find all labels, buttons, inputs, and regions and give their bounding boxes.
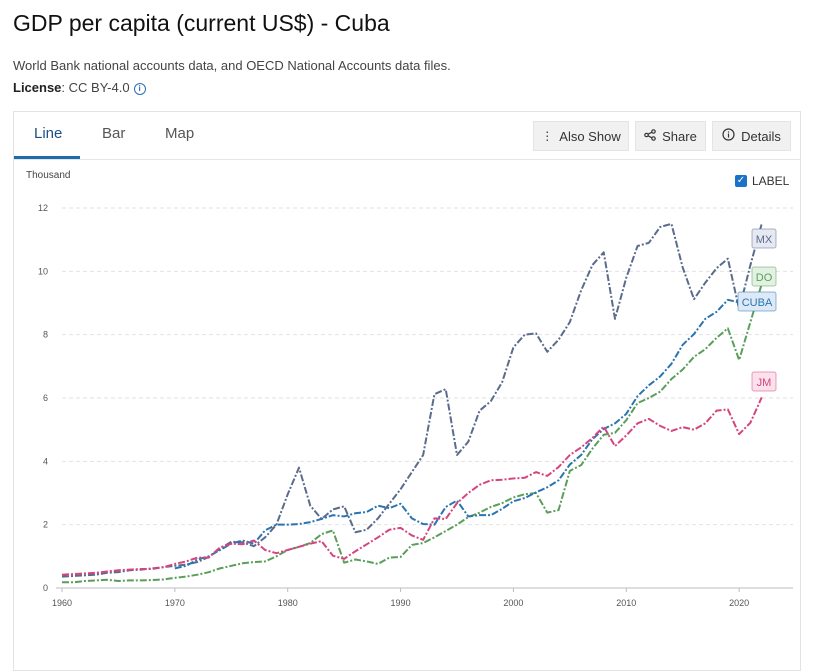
tab-bar[interactable]: Bar xyxy=(102,125,126,142)
y-tick-label: 4 xyxy=(43,456,48,466)
series-line-cuba xyxy=(174,298,740,570)
x-tick-label: 2020 xyxy=(729,598,749,608)
share-button[interactable]: Share xyxy=(635,121,706,151)
line-chart: Thousand 0 2 4 6 8 10 12 1960 1970 1980 1990 2000 201… xyxy=(26,170,793,608)
license-row: License: CC BY-4.0 i xyxy=(13,80,146,95)
x-tick-label: 1980 xyxy=(278,598,298,608)
checkbox-checked-icon[interactable]: ✓ xyxy=(735,175,747,187)
x-tick-label: 2010 xyxy=(616,598,636,608)
series-label-jm: JM xyxy=(757,377,772,389)
series-line-mx xyxy=(61,222,763,578)
series-label-do: DO xyxy=(756,272,773,284)
y-tick-label: 6 xyxy=(43,393,48,403)
series-label-box-do xyxy=(751,266,777,287)
series-label-cuba: CUBA xyxy=(742,297,773,309)
source-note: World Bank national accounts data, and O… xyxy=(13,58,451,73)
x-tick-label: 1990 xyxy=(391,598,411,608)
info-circle-icon xyxy=(722,128,735,144)
series-label-box-cuba xyxy=(737,291,777,312)
share-label: Share xyxy=(662,128,697,144)
y-tick-label: 8 xyxy=(43,330,48,340)
x-tick-label: 1960 xyxy=(52,598,72,608)
also-show-button[interactable]: ⋮ Also Show xyxy=(533,121,629,151)
tab-line[interactable]: Line xyxy=(34,125,63,142)
series-label-box-mx xyxy=(751,228,777,249)
vertical-dots-icon: ⋮ xyxy=(541,129,554,143)
active-tab-indicator xyxy=(14,156,80,159)
series-line-jm xyxy=(61,396,763,576)
series-label-box-jm xyxy=(751,371,777,392)
also-show-label: Also Show xyxy=(559,128,621,144)
y-axis-label: Thousand xyxy=(26,170,70,181)
details-label: Details xyxy=(741,128,781,144)
license-value: : CC BY-4.0 xyxy=(61,80,130,95)
share-icon xyxy=(644,128,656,144)
y-tick-label: 10 xyxy=(38,266,48,276)
tabs-bar: Line Bar Map ⋮ Also Show Share Details xyxy=(14,112,800,160)
series-line-do xyxy=(62,283,763,584)
y-tick-label: 12 xyxy=(38,203,48,213)
page-title: GDP per capita (current US$) - Cuba xyxy=(13,10,390,36)
y-tick-label: 2 xyxy=(43,520,48,530)
license-label: License xyxy=(13,80,62,95)
info-icon[interactable]: i xyxy=(133,83,146,95)
label-toggle-text: LABEL xyxy=(752,174,790,188)
label-toggle[interactable]: ✓ LABEL xyxy=(735,174,789,188)
tab-map[interactable]: Map xyxy=(165,125,195,142)
x-tick-label: 2000 xyxy=(503,598,523,608)
series-label-mx: MX xyxy=(756,234,773,246)
y-tick-label: 0 xyxy=(43,583,48,593)
x-tick-label: 1970 xyxy=(165,598,185,608)
details-button[interactable]: Details xyxy=(712,121,791,151)
chart-card: Line Bar Map ⋮ Also Show Share Details ✓… xyxy=(13,111,801,671)
